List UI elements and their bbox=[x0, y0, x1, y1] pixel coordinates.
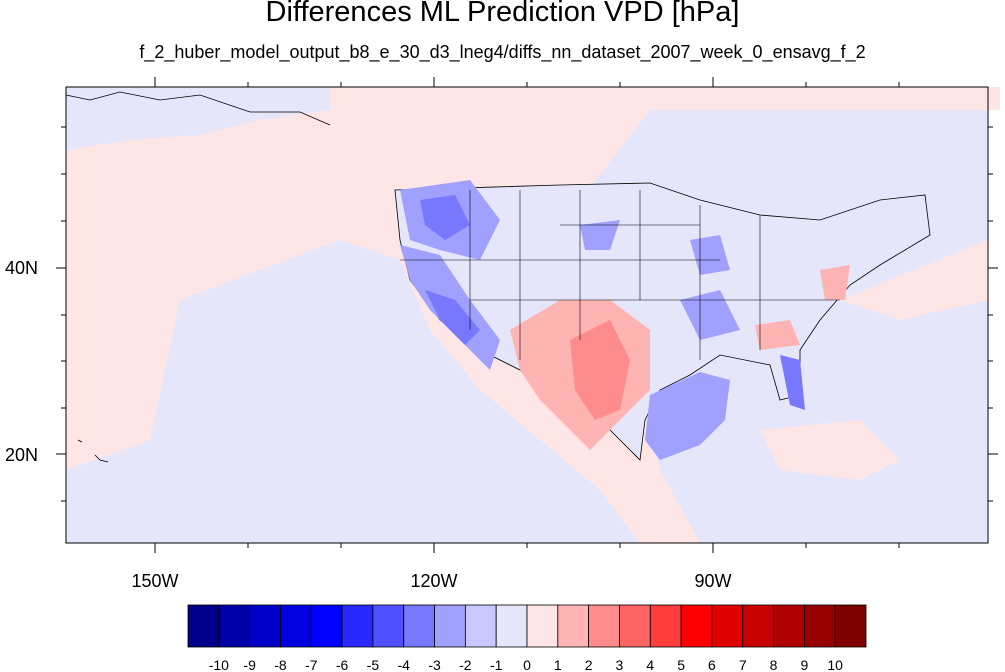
colorbar-swatch bbox=[680, 604, 713, 648]
gulf-of-mexico-blue bbox=[645, 372, 730, 460]
colorbar-swatch bbox=[649, 604, 682, 648]
colorbar-swatch bbox=[280, 604, 312, 648]
colorbar-label: 2 bbox=[585, 657, 593, 672]
atlantic-warm-patch bbox=[840, 240, 988, 320]
colorbar-swatch bbox=[557, 604, 590, 648]
colorbar-swatch bbox=[834, 604, 867, 648]
mid-atlantic-red bbox=[820, 265, 850, 300]
pacific-northwest-dark-blue bbox=[420, 195, 470, 240]
colorbar-swatch bbox=[588, 604, 620, 648]
colorbar-label: 8 bbox=[770, 657, 778, 672]
colorbar-swatch bbox=[310, 604, 343, 648]
dakota-blue bbox=[580, 220, 620, 250]
colorbar-swatch bbox=[742, 604, 774, 648]
midsouth-blue bbox=[680, 290, 740, 340]
colorbar-swatch bbox=[803, 604, 836, 648]
colorbar-label: -6 bbox=[336, 657, 349, 672]
colorbar-label: -3 bbox=[428, 657, 441, 672]
colorbar-label: -1 bbox=[490, 657, 503, 672]
colorbar-label: 6 bbox=[708, 657, 716, 672]
map-panel bbox=[65, 86, 1000, 544]
southeast-red bbox=[755, 320, 800, 350]
colorbar-label: 3 bbox=[616, 657, 624, 672]
colorbar-label: -4 bbox=[398, 657, 411, 672]
colorbar-label: -10 bbox=[209, 657, 229, 672]
colorbar-swatch bbox=[187, 604, 220, 648]
colorbar-label: 4 bbox=[646, 657, 654, 672]
x-tick-label: 90W bbox=[694, 571, 731, 591]
california-dark-blue bbox=[425, 290, 480, 345]
colorbar-label: 5 bbox=[677, 657, 685, 672]
pacific-warm-region bbox=[66, 87, 1000, 330]
colorbar-swatch bbox=[711, 604, 744, 648]
colorbar-swatch bbox=[619, 604, 651, 648]
colorbar-swatch bbox=[526, 604, 559, 648]
colorbar-swatch bbox=[773, 604, 805, 648]
colorbar-label: 0 bbox=[523, 657, 531, 672]
caribbean-warm-patch bbox=[760, 420, 900, 480]
colorbar-swatch bbox=[464, 604, 497, 648]
colorbar-swatch bbox=[218, 604, 251, 648]
texas-mexico-red bbox=[570, 320, 630, 420]
colorbar-label: -2 bbox=[459, 657, 472, 672]
colorbar-label: 1 bbox=[554, 657, 562, 672]
north-pacific-cool-region bbox=[66, 87, 330, 150]
map-title: Differences ML Prediction VPD [hPa] bbox=[265, 0, 740, 28]
x-tick-label: 150W bbox=[131, 571, 178, 591]
map-subtitle: f_2_huber_model_output_b8_e_30_d3_lneg4/… bbox=[139, 42, 866, 62]
colorbar-label: -8 bbox=[274, 657, 287, 672]
coastlines bbox=[65, 91, 331, 463]
x-tick-label: 120W bbox=[410, 571, 457, 591]
colorbar-swatch bbox=[341, 604, 374, 648]
colorbar-swatch bbox=[249, 604, 281, 648]
colorbar-label: -7 bbox=[305, 657, 318, 672]
colorbar-label: -5 bbox=[367, 657, 380, 672]
y-tick-label: 20N bbox=[5, 445, 38, 465]
y-tick-label: 40N bbox=[5, 258, 38, 278]
florida-blue bbox=[780, 355, 805, 410]
east-pacific-cool-region bbox=[66, 240, 640, 543]
colorbar-swatch bbox=[372, 604, 405, 648]
colorbar-swatch bbox=[434, 604, 466, 648]
colorbar-swatch bbox=[495, 604, 528, 648]
axis-ticks bbox=[56, 77, 998, 553]
colorbar-label: 9 bbox=[800, 657, 808, 672]
colorbar-label: -9 bbox=[243, 657, 256, 672]
state-boundaries bbox=[400, 190, 840, 360]
colorbar-label: 10 bbox=[827, 657, 843, 672]
colorbar-swatch bbox=[403, 604, 435, 648]
colorbar-label: 7 bbox=[739, 657, 747, 672]
colorbar: -10 -9 -8 -7 -6 -5 -4 -3 -2 -1 0 1 2 3 4 5 6 7 8 9 10 bbox=[187, 604, 867, 672]
